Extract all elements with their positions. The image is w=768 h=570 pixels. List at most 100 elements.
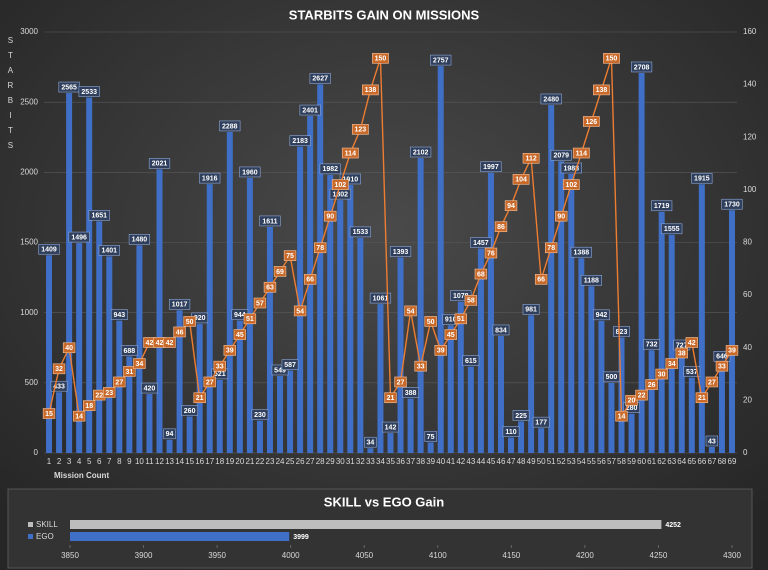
x-tick-label: 2	[57, 457, 62, 466]
data-label-box	[434, 345, 447, 356]
x-tick-label: 4000	[282, 551, 300, 560]
data-label-box	[283, 250, 297, 261]
data-label-box	[339, 173, 361, 185]
data-label: 521	[214, 371, 226, 378]
data-label: 69	[276, 269, 284, 276]
data-label-box	[183, 316, 196, 327]
data-label-box	[72, 410, 86, 422]
data-label: 94	[166, 431, 174, 438]
data-label-box	[263, 281, 277, 293]
bar	[377, 304, 384, 453]
bar	[357, 237, 364, 453]
data-label: 40	[65, 345, 73, 352]
data-label-box	[289, 135, 311, 146]
data-label-box	[259, 215, 281, 227]
data-label-box	[203, 376, 216, 388]
data-label-box	[384, 392, 397, 404]
data-label: 260	[184, 408, 196, 415]
bar	[528, 315, 535, 453]
bar	[467, 366, 474, 453]
x-tick-label: 68	[717, 457, 726, 466]
x-tick-label: 42	[456, 457, 465, 466]
data-label-box	[414, 360, 427, 372]
x-axis-label: Mission Count	[54, 471, 109, 480]
data-label: 1960	[242, 169, 258, 176]
data-label-box	[474, 268, 488, 280]
bar	[638, 72, 645, 454]
data-label: 51	[246, 316, 254, 323]
data-label: 150	[606, 56, 618, 63]
bar	[447, 325, 454, 453]
x-tick-label: 33	[366, 457, 375, 466]
data-label: 433	[53, 384, 65, 391]
bar	[86, 97, 93, 453]
data-label-box	[655, 368, 668, 380]
data-label-box	[424, 431, 437, 442]
data-label-box	[98, 245, 120, 256]
data-label-box	[454, 313, 468, 325]
data-label: 2533	[81, 89, 97, 96]
x-tick-label: 3900	[135, 551, 153, 560]
data-label: 27	[206, 379, 214, 386]
bar	[718, 362, 725, 453]
data-label: 1997	[483, 164, 499, 171]
x-tick-label: 55	[587, 457, 596, 466]
data-label: 2021	[152, 161, 168, 168]
data-label: 1188	[584, 278, 599, 285]
x-tick-label: 4200	[576, 551, 594, 560]
data-label-box	[88, 210, 110, 221]
data-label: 18	[85, 403, 93, 410]
chart-title: STARBITS GAIN ON MISSIONS	[289, 7, 480, 22]
data-label: 39	[728, 348, 736, 355]
bar	[457, 301, 464, 453]
data-label: 1910	[343, 176, 359, 183]
data-label: 2288	[222, 123, 238, 130]
x-tick-label: 62	[657, 457, 666, 466]
data-label: 102	[565, 182, 577, 189]
data-label-box	[562, 179, 580, 190]
data-label-box	[695, 392, 709, 404]
data-label-box	[665, 358, 678, 369]
data-label-box	[331, 179, 349, 190]
x-tick-label: 38	[416, 457, 425, 466]
y2-tick-label: 20	[743, 395, 752, 404]
data-label: 142	[385, 424, 397, 431]
data-label: 500	[606, 374, 618, 381]
data-label-box	[572, 147, 590, 159]
x-tick-label: 35	[386, 457, 395, 466]
bar	[668, 234, 675, 453]
data-label: 1611	[262, 218, 277, 225]
x-tick-label: 32	[356, 457, 365, 466]
data-label: 1017	[172, 302, 188, 309]
data-label: 90	[557, 214, 565, 221]
x-tick-label: 23	[266, 457, 275, 466]
bar	[678, 350, 685, 453]
data-label-box	[382, 421, 399, 433]
x-tick-label: 17	[205, 457, 214, 466]
data-label-box	[603, 53, 620, 64]
data-label: 63	[266, 285, 274, 292]
data-label: 78	[547, 245, 555, 252]
data-label: 22	[638, 392, 646, 399]
bar	[347, 184, 354, 454]
bar	[70, 532, 290, 541]
data-label: 1401	[101, 248, 117, 255]
bar	[578, 258, 585, 453]
data-label: 45	[447, 332, 455, 339]
data-label: 31	[125, 369, 133, 376]
data-label: 112	[525, 156, 536, 163]
bar	[568, 174, 575, 453]
data-label-box	[470, 237, 492, 248]
data-label-box	[550, 149, 572, 161]
data-label: 2757	[433, 57, 449, 64]
data-label: 102	[334, 182, 346, 189]
bar	[287, 370, 294, 453]
x-tick-label: 57	[607, 457, 616, 466]
data-label: 126	[586, 119, 598, 126]
data-label-box	[651, 200, 673, 212]
x-tick-label: 27	[306, 457, 315, 466]
data-label: 20	[628, 398, 636, 405]
y-tick-label: 1000	[20, 308, 38, 317]
data-label-box	[52, 363, 66, 375]
x-tick-label: 40	[436, 457, 445, 466]
